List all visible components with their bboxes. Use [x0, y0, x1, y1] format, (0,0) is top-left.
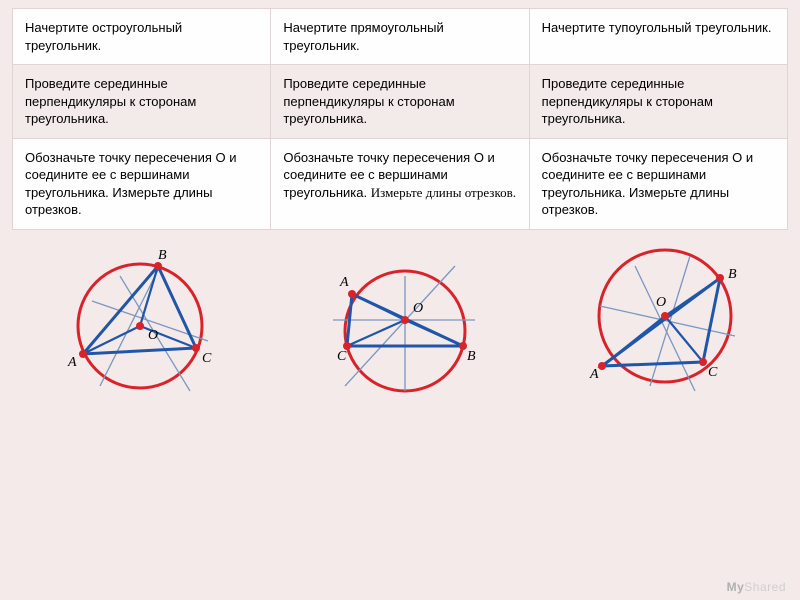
cell-1-3: Начертите тупоугольный треугольник.	[529, 9, 787, 65]
svg-text:B: B	[467, 349, 476, 364]
cell-2-2: Проведите серединные перпендикуляры к ст…	[271, 65, 529, 139]
svg-text:O: O	[413, 301, 423, 316]
cell-3-1: Обозначьте точку пересечения О и соедини…	[13, 138, 271, 229]
figure-obtuse: A B C O	[540, 236, 770, 411]
task-table: Начертите остроугольный треугольник. Нач…	[12, 8, 788, 230]
cell-2-1: Проведите серединные перпендикуляры к ст…	[13, 65, 271, 139]
svg-text:C: C	[337, 349, 347, 364]
cell-3-2: Обозначьте точку пересечения О и соедини…	[271, 138, 529, 229]
svg-text:O: O	[148, 328, 158, 343]
svg-text:B: B	[728, 267, 737, 282]
svg-text:A: A	[339, 275, 349, 290]
cell-2-3: Проведите серединные перпендикуляры к ст…	[529, 65, 787, 139]
svg-text:A: A	[67, 355, 77, 370]
watermark: MyShared	[727, 580, 786, 594]
svg-text:A: A	[589, 367, 599, 382]
figure-right: A B C O	[285, 236, 505, 411]
cell-1-1: Начертите остроугольный треугольник.	[13, 9, 271, 65]
figure-acute: A B C O	[30, 236, 250, 411]
svg-text:C: C	[708, 365, 718, 380]
svg-text:B: B	[158, 248, 167, 263]
cell-3-3: Обозначьте точку пересечения О и соедини…	[529, 138, 787, 229]
cell-1-2: Начертите прямоугольный треугольник.	[271, 9, 529, 65]
svg-text:O: O	[656, 295, 666, 310]
svg-text:C: C	[202, 351, 212, 366]
